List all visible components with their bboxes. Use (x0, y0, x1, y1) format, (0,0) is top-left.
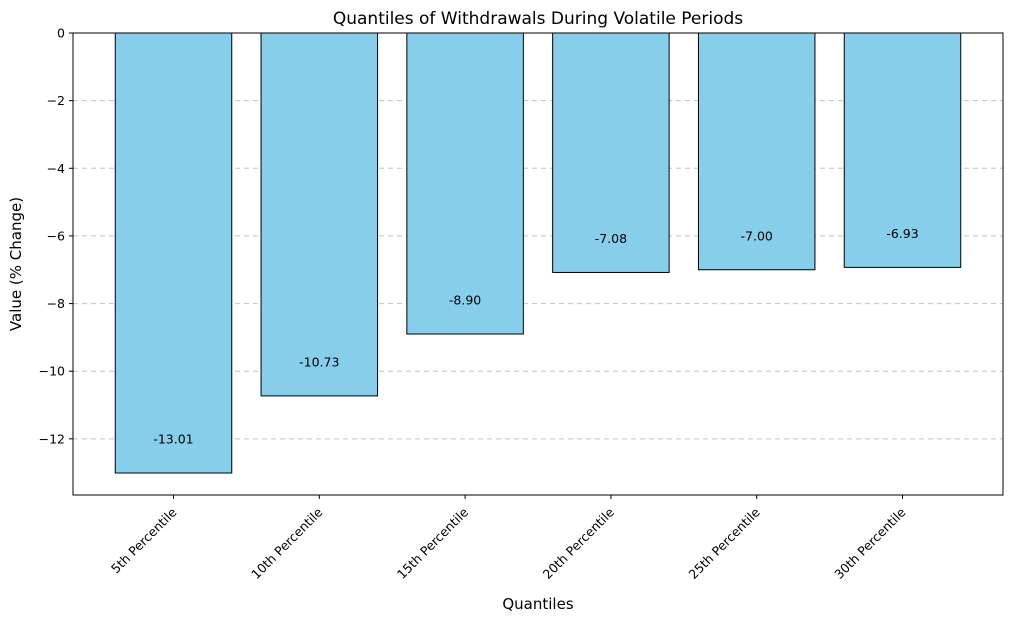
x-tick-label: 25th Percentile (685, 504, 763, 582)
bar (260, 32, 379, 397)
x-tick-label: 20th Percentile (540, 504, 618, 582)
x-tick-label: 5th Percentile (108, 504, 180, 576)
x-tick-label: 15th Percentile (394, 504, 472, 582)
bar-value-label: -8.90 (449, 293, 481, 308)
y-tick-label: 0 (57, 26, 65, 41)
bar (114, 32, 233, 474)
data-labels: -13.01 -10.73 -8.90 -7.08 -7.00 -6.93 (153, 226, 918, 447)
bar-value-label: -7.08 (595, 231, 627, 246)
bar-value-label: -7.00 (741, 228, 773, 243)
bar-value-label: -6.93 (886, 226, 918, 241)
bar-value-label: -10.73 (299, 355, 339, 370)
bar (697, 32, 816, 271)
x-tick-label: 30th Percentile (831, 504, 909, 582)
x-axis-ticks: 5th Percentile 10th Percentile 15th Percen… (108, 495, 909, 582)
bar (552, 32, 670, 273)
chart-title: Quantiles of Withdrawals During Volatile… (333, 9, 743, 29)
y-axis-ticks: 0 −2 −4 −6 −8 −10 −12 (39, 26, 73, 446)
bar (843, 32, 962, 268)
bar-value-label: -13.01 (153, 432, 193, 447)
y-tick-label: −6 (47, 228, 65, 243)
x-axis-label: Quantiles (502, 595, 573, 613)
y-tick-label: −10 (39, 364, 65, 379)
bars (114, 32, 962, 474)
y-tick-label: −2 (47, 93, 65, 108)
x-tick-label: 10th Percentile (248, 504, 326, 582)
y-tick-label: −8 (47, 296, 65, 311)
bar (406, 32, 524, 335)
y-tick-label: −4 (47, 161, 65, 176)
y-axis-label: Value (% Change) (7, 197, 25, 331)
y-tick-label: −12 (39, 431, 65, 446)
plot-frame (72, 32, 1004, 496)
